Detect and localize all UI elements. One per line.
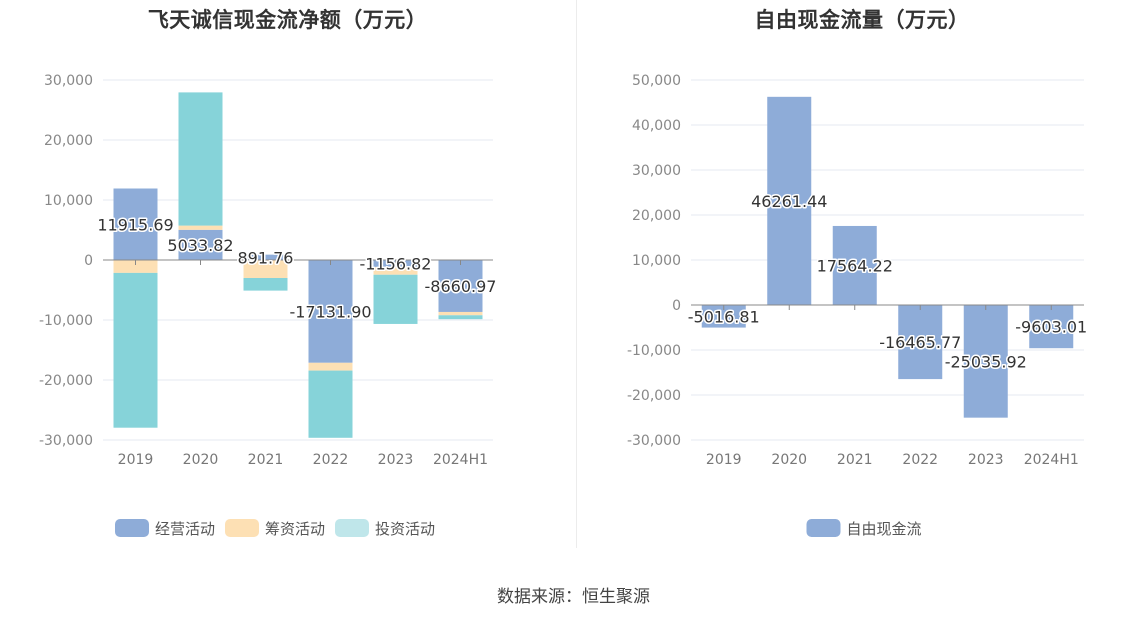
free-cash-flow-chart-canvas: 50,000 40,000 30,000 20,000 10,000 0 -10,000 -2… xyxy=(627,73,1089,538)
data-label: -16465.77 xyxy=(879,333,961,352)
y-tick-label: 30,000 xyxy=(632,163,681,179)
bar-segment xyxy=(178,229,223,260)
chart-title: 自由现金流量（万元） xyxy=(754,8,970,32)
x-tick-label: 2024H1 xyxy=(433,452,488,468)
bar-segment xyxy=(113,188,158,260)
data-label: -17131.90 xyxy=(289,302,371,321)
y-tick-label: 0 xyxy=(672,298,681,314)
bar-segment xyxy=(767,96,812,305)
legend-label: 筹资活动 xyxy=(265,520,325,538)
legend-swatch xyxy=(335,519,369,537)
bar-segment xyxy=(113,260,158,273)
legend-label: 经营活动 xyxy=(155,520,215,538)
x-tick-label: 2019 xyxy=(118,452,154,468)
bar-segment xyxy=(243,254,288,260)
y-tick-label: 10,000 xyxy=(44,193,93,209)
y-tick-label: 50,000 xyxy=(632,73,681,89)
y-tick-label: -20,000 xyxy=(627,388,681,404)
x-tick-label: 2020 xyxy=(771,452,807,468)
data-label: 11915.69 xyxy=(97,215,173,234)
y-tick-label: -20,000 xyxy=(39,373,93,389)
x-tick-label: 2023 xyxy=(968,452,1004,468)
bar-segment xyxy=(373,266,418,275)
bar-segment xyxy=(308,370,353,438)
data-label: 17564.22 xyxy=(817,256,893,275)
y-tick-label: 0 xyxy=(84,253,93,269)
bar-segment xyxy=(308,260,353,363)
x-tick-label: 2022 xyxy=(313,452,349,468)
data-label: 46261.44 xyxy=(751,192,827,211)
bar-segment xyxy=(373,274,418,324)
y-tick-label: 20,000 xyxy=(632,208,681,224)
x-tick-label: 2024H1 xyxy=(1024,452,1079,468)
x-tick-label: 2021 xyxy=(248,452,284,468)
bar-segment xyxy=(113,272,158,428)
panel-divider xyxy=(576,0,577,548)
bar-segment xyxy=(963,305,1008,418)
bar-segment xyxy=(178,225,223,230)
data-label: -1156.82 xyxy=(360,254,432,273)
data-label: -25035.92 xyxy=(945,352,1027,371)
data-source-label: 数据来源：恒生聚源 xyxy=(497,587,650,607)
x-tick-label: 2020 xyxy=(183,452,219,468)
cash-flow-chart: 飞天诚信现金流净额（万元） 30,000 20,000 10,000 0 -10,000… xyxy=(0,0,575,560)
x-tick-label: 2021 xyxy=(837,452,873,468)
bar-segment xyxy=(898,305,943,380)
bar-segment xyxy=(438,315,483,320)
free-cash-flow-chart: 自由现金流量（万元） 50,000 40,000 30,000 20,000 10,00… xyxy=(577,0,1147,560)
bar-segment xyxy=(1029,305,1074,349)
x-tick-label: 2019 xyxy=(706,452,742,468)
y-tick-label: -10,000 xyxy=(39,313,93,329)
y-tick-label: -30,000 xyxy=(39,433,93,449)
data-label: 891.76 xyxy=(238,248,294,267)
data-label: -9603.01 xyxy=(1015,318,1087,337)
legend-label: 自由现金流 xyxy=(847,520,922,538)
y-tick-label: 40,000 xyxy=(632,118,681,134)
y-tick-label: -30,000 xyxy=(627,433,681,449)
bar-segment xyxy=(178,92,223,226)
bar-segment xyxy=(243,260,288,278)
data-label: 5033.82 xyxy=(167,236,233,255)
y-tick-label: -10,000 xyxy=(627,343,681,359)
data-label: -8660.97 xyxy=(425,277,497,296)
bar-segment xyxy=(832,225,877,305)
legend-swatch xyxy=(806,519,841,537)
bar-segment xyxy=(701,305,746,328)
bar-segment xyxy=(308,362,353,371)
y-tick-label: 20,000 xyxy=(44,133,93,149)
y-tick-label: 10,000 xyxy=(632,253,681,269)
x-tick-label: 2023 xyxy=(378,452,414,468)
y-tick-label: 30,000 xyxy=(44,73,93,89)
bar-segment xyxy=(243,278,288,291)
data-label: -5016.81 xyxy=(688,307,760,326)
bar-segment xyxy=(438,311,483,316)
legend-label: 投资活动 xyxy=(375,520,435,538)
legend-swatch xyxy=(225,519,259,537)
cash-flow-chart-canvas: 30,000 20,000 10,000 0 -10,000 -20,000 -30,000… xyxy=(39,73,498,538)
legend-swatch xyxy=(115,519,149,537)
x-tick-label: 2022 xyxy=(902,452,938,468)
bar-segment xyxy=(438,260,483,312)
chart-title: 飞天诚信现金流净额（万元） xyxy=(147,8,428,32)
